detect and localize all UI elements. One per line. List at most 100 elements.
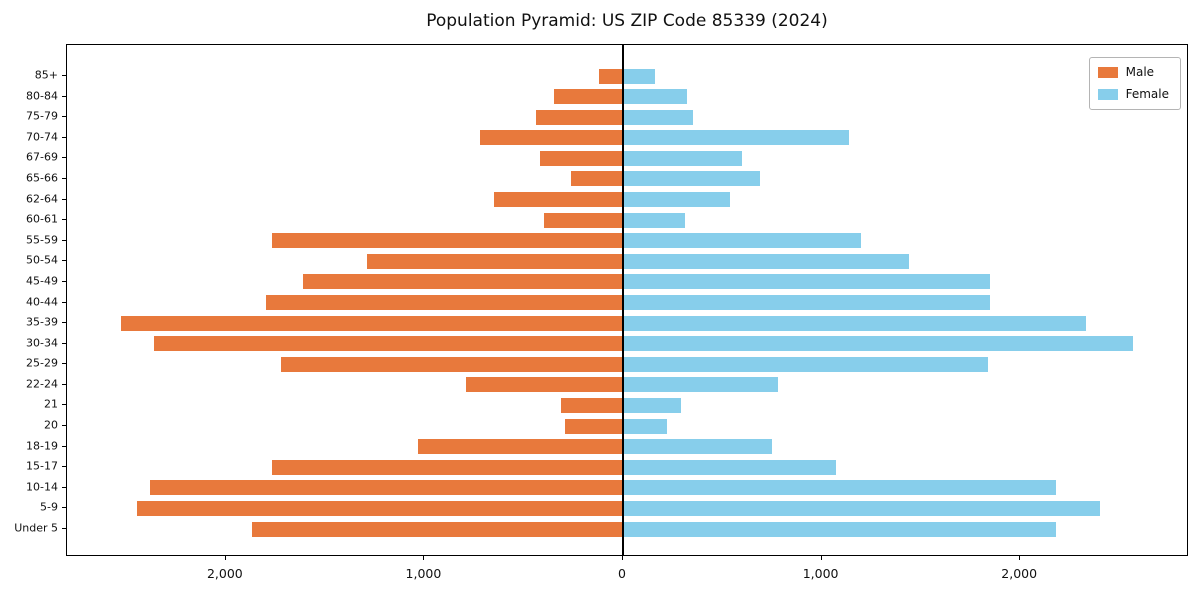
male-bar bbox=[271, 233, 624, 249]
y-axis-label: 70-74 bbox=[26, 130, 58, 144]
male-bar bbox=[466, 377, 624, 393]
male-bar bbox=[539, 150, 624, 166]
y-tick-mark bbox=[62, 177, 66, 179]
y-tick-mark bbox=[62, 528, 66, 529]
female-bar bbox=[623, 336, 1134, 352]
x-axis-label: 1,000 bbox=[802, 566, 839, 581]
male-bar bbox=[120, 315, 624, 331]
y-tick-mark bbox=[62, 75, 66, 76]
y-tick-mark bbox=[62, 301, 66, 303]
x-tick-mark bbox=[622, 556, 624, 560]
female-bar bbox=[623, 459, 836, 475]
male-bar bbox=[543, 212, 624, 228]
y-tick-mark bbox=[62, 425, 66, 427]
y-tick-mark bbox=[62, 219, 66, 221]
x-axis-label: 1,000 bbox=[405, 566, 442, 581]
female-bar bbox=[623, 521, 1056, 537]
male-bar bbox=[493, 192, 624, 208]
y-tick-mark bbox=[62, 404, 66, 406]
y-axis-label: 25-29 bbox=[26, 356, 58, 370]
legend: Male Female bbox=[1088, 57, 1181, 110]
y-tick-mark bbox=[62, 239, 66, 241]
female-bar bbox=[623, 274, 991, 290]
y-tick-mark bbox=[62, 260, 66, 262]
y-tick-mark bbox=[62, 198, 66, 200]
female-bar bbox=[623, 418, 667, 434]
female-bar bbox=[623, 439, 772, 455]
legend-female-label: Female bbox=[1125, 87, 1169, 101]
female-bar bbox=[623, 233, 862, 249]
female-bar bbox=[623, 377, 778, 393]
y-tick-mark bbox=[62, 95, 66, 97]
legend-entry-male: Male bbox=[1097, 65, 1169, 79]
female-bar bbox=[623, 315, 1086, 331]
legend-entry-female: Female bbox=[1097, 87, 1169, 101]
y-axis-label: 67-69 bbox=[26, 150, 58, 164]
male-bar bbox=[599, 68, 624, 84]
female-bar bbox=[623, 500, 1100, 516]
y-tick-mark bbox=[62, 486, 66, 488]
male-bar bbox=[366, 253, 624, 269]
y-axis-label: 21 bbox=[44, 397, 58, 411]
female-bar bbox=[623, 212, 685, 228]
x-axis-label: 2,000 bbox=[1001, 566, 1038, 581]
x-tick-mark bbox=[820, 556, 822, 560]
male-bar bbox=[136, 500, 624, 516]
male-bar bbox=[251, 521, 624, 537]
male-bar bbox=[150, 480, 624, 496]
x-tick-mark bbox=[224, 556, 226, 560]
male-bar bbox=[418, 439, 624, 455]
female-bar bbox=[623, 192, 731, 208]
y-axis-label: 62-64 bbox=[26, 192, 58, 206]
y-tick-mark bbox=[62, 383, 66, 385]
male-bar bbox=[553, 89, 624, 105]
female-bar bbox=[623, 68, 655, 84]
zero-axis-line bbox=[622, 45, 624, 555]
male-bar bbox=[480, 130, 624, 146]
legend-male-label: Male bbox=[1125, 65, 1155, 79]
female-bar bbox=[623, 150, 743, 166]
female-bar bbox=[623, 89, 687, 105]
male-bar bbox=[565, 418, 624, 434]
y-axis-label: 60-61 bbox=[26, 212, 58, 226]
x-axis-label: 0 bbox=[618, 566, 627, 581]
y-axis-label: 40-44 bbox=[26, 295, 58, 308]
y-axis-label: 30-34 bbox=[26, 336, 58, 350]
y-tick-mark bbox=[62, 507, 66, 509]
y-tick-mark bbox=[62, 280, 66, 282]
x-tick-mark bbox=[423, 556, 425, 560]
male-bar bbox=[154, 336, 624, 352]
y-tick-mark bbox=[62, 136, 66, 138]
y-axis-label: 85+ bbox=[34, 68, 58, 82]
y-tick-mark bbox=[62, 157, 66, 159]
y-axis-label: 45-49 bbox=[26, 274, 58, 288]
plot-area: Male Female bbox=[66, 44, 1188, 556]
y-tick-mark bbox=[62, 363, 66, 365]
chart-title: Population Pyramid: US ZIP Code 85339 (2… bbox=[426, 11, 828, 31]
female-bar bbox=[623, 480, 1056, 496]
y-axis-label: 35-39 bbox=[26, 315, 58, 329]
female-bar bbox=[623, 130, 850, 146]
female-bar bbox=[623, 253, 909, 269]
y-axis-label: 15-17 bbox=[26, 459, 58, 473]
female-bar bbox=[623, 171, 761, 187]
y-tick-mark bbox=[62, 445, 66, 447]
male-bar bbox=[271, 459, 624, 475]
y-axis-label: 75-79 bbox=[26, 109, 58, 123]
male-bar bbox=[303, 274, 624, 290]
y-tick-mark bbox=[62, 116, 66, 118]
male-bar bbox=[535, 109, 624, 125]
y-axis-label: 5-9 bbox=[40, 500, 58, 514]
y-axis-label: 20 bbox=[44, 418, 58, 432]
y-axis-label: Under 5 bbox=[14, 521, 58, 535]
y-axis-label: 22-24 bbox=[26, 377, 58, 391]
male-bar bbox=[265, 295, 624, 310]
y-axis-label: 50-54 bbox=[26, 253, 58, 267]
y-axis-label: 10-14 bbox=[26, 480, 58, 494]
x-tick-mark bbox=[1019, 556, 1021, 560]
x-axis-label: 2,000 bbox=[206, 566, 243, 581]
y-tick-mark bbox=[62, 466, 66, 468]
female-bar bbox=[623, 356, 989, 372]
female-bar bbox=[623, 109, 693, 125]
